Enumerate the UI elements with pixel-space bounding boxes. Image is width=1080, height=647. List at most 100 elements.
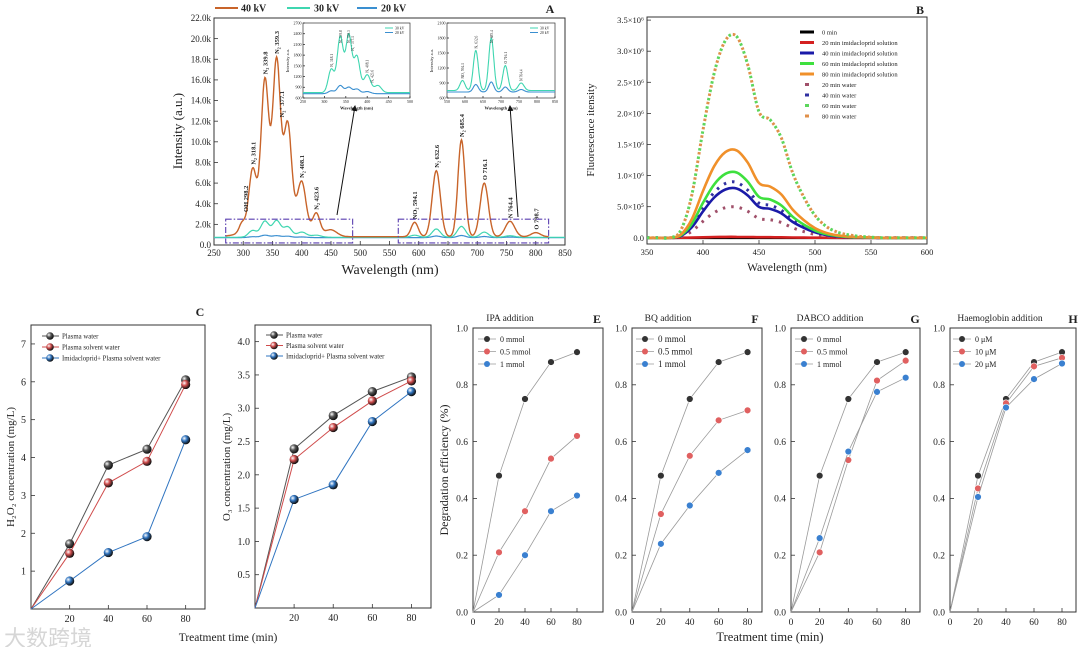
data-point bbox=[686, 452, 694, 460]
x-tick-label: 0 bbox=[630, 618, 635, 628]
legend-marker bbox=[484, 348, 490, 355]
data-point bbox=[547, 454, 555, 463]
y-tick-label: 2.0k bbox=[195, 220, 211, 230]
x-tick-label: 350 bbox=[641, 247, 654, 257]
x-tick-label: 650 bbox=[480, 99, 486, 104]
series-line bbox=[647, 170, 927, 240]
panel-label: G bbox=[910, 312, 919, 326]
series-line bbox=[472, 435, 578, 613]
series-line bbox=[949, 351, 1063, 613]
zoom-box bbox=[397, 218, 550, 244]
y-tick-label: 0.4 bbox=[933, 495, 945, 505]
y-tick-label: 2400 bbox=[294, 31, 302, 36]
panel-label: C bbox=[196, 305, 205, 319]
panel-title: IPA addition bbox=[486, 314, 534, 324]
x-tick-label: 350 bbox=[343, 99, 349, 104]
data-point bbox=[103, 460, 113, 470]
inset-legend-label: 20 kV bbox=[395, 31, 405, 35]
peak-label: O 798.7 bbox=[533, 208, 540, 230]
x-tick-label: 20 bbox=[494, 618, 504, 628]
data-point bbox=[844, 395, 853, 403]
y-tick-label: 0.2 bbox=[456, 552, 468, 562]
x-tick-label: 800 bbox=[534, 99, 540, 104]
y-tick-label: 900 bbox=[440, 80, 446, 85]
panel-e: 0 20 40 60 80 0.0 0.2 0.4 0.6 0.8 1.0 IPA addition E… bbox=[437, 312, 604, 628]
data-point bbox=[1002, 403, 1010, 412]
y-tick-label: 0.0 bbox=[456, 608, 468, 618]
y-tick-label: 1500 bbox=[294, 63, 302, 68]
panel-label: E bbox=[593, 312, 601, 326]
legend-marker bbox=[46, 343, 54, 351]
panel-c: 20 40 60 80 1 2 3 4 5 6 7 H₂O₂ concentration (mg/L)… bbox=[5, 305, 206, 625]
y-tick-label: 0.4 bbox=[774, 495, 786, 505]
data-point bbox=[657, 471, 665, 480]
data-point bbox=[181, 435, 191, 445]
y-tick-label: 4.0 bbox=[238, 337, 251, 348]
y-tick-label: 1800 bbox=[294, 53, 302, 58]
data-point bbox=[328, 480, 338, 490]
y-tick-label: 1.0 bbox=[238, 537, 251, 548]
x-tick-label: 500 bbox=[407, 99, 413, 104]
legend-label: Plasma solvent water bbox=[62, 345, 120, 352]
data-point bbox=[547, 507, 555, 515]
inset-legend-label: 30 kV bbox=[540, 26, 550, 30]
y-tick-label: 0.8 bbox=[456, 381, 468, 391]
x-tick-label: 400 bbox=[697, 247, 710, 257]
x-tick-label: 20 bbox=[815, 618, 825, 628]
x-tick-label: 850 bbox=[552, 99, 558, 104]
x-axis-label: Wavelength (nm) bbox=[747, 262, 827, 274]
data-point bbox=[521, 551, 529, 559]
x-tick-label: 40 bbox=[1001, 618, 1011, 628]
legend-marker bbox=[959, 336, 965, 342]
y-tick-label: 12.0k bbox=[191, 116, 212, 126]
data-point bbox=[657, 510, 665, 518]
y-tick-label: 3.5 bbox=[238, 370, 251, 381]
data-point bbox=[328, 410, 338, 421]
data-point bbox=[495, 591, 503, 599]
data-point bbox=[714, 358, 723, 366]
y-tick-label: 22.0k bbox=[191, 13, 212, 23]
peak-label: N₂ 408.1 bbox=[299, 155, 306, 178]
y-tick-label: 0.0 bbox=[774, 608, 786, 618]
peak-label: NO₂ 594.1 bbox=[412, 191, 419, 219]
inset-series-line bbox=[303, 84, 410, 95]
x-tick-label: 250 bbox=[207, 248, 221, 258]
legend-label: 20 μM bbox=[975, 360, 996, 369]
y-tick-label: 1.0×10⁶ bbox=[617, 171, 644, 181]
data-point bbox=[815, 534, 824, 542]
data-point bbox=[495, 471, 503, 480]
legend-label: 0 min bbox=[822, 29, 838, 36]
series-line bbox=[647, 32, 927, 240]
y-axis-label: O₃ concentration (mg/L) bbox=[221, 413, 233, 522]
x-tick-label: 80 bbox=[901, 618, 911, 628]
data-point bbox=[142, 444, 152, 454]
legend-label: 0 μM bbox=[975, 335, 992, 344]
series-line bbox=[631, 351, 748, 613]
x-axis-label: Treatment time (min) bbox=[179, 632, 278, 644]
x-tick-label: 40 bbox=[520, 618, 530, 628]
legend-label: 20 min water bbox=[822, 82, 857, 89]
legend-label: 60 min water bbox=[822, 103, 857, 110]
x-tick-label: 650 bbox=[441, 248, 455, 258]
inset-peak-label: N₂ 339.8 bbox=[339, 30, 343, 43]
panel-f: 0 20 40 60 80 0.0 0.2 0.4 0.6 0.8 1.0 BQ addition F T… bbox=[615, 312, 823, 644]
panel-d: 20 40 60 80 0.5 1.0 1.5 2.0 2.5 3.0 3.5 4.0 O₃ conce… bbox=[179, 324, 432, 644]
x-tick-label: 60 bbox=[714, 618, 724, 628]
x-tick-label: 20 bbox=[656, 618, 666, 628]
x-tick-label: 40 bbox=[844, 618, 854, 628]
legend-label: 20 min imidacloprid solution bbox=[822, 40, 898, 47]
data-point bbox=[65, 539, 75, 549]
legend-label: 0 mmol bbox=[658, 334, 686, 344]
inset-peak-label: N₂ 632.6 bbox=[474, 35, 478, 48]
data-point bbox=[873, 376, 881, 385]
inset-series-line bbox=[447, 37, 555, 92]
y-tick-label: 0.6 bbox=[456, 438, 468, 448]
panel-h: 0 20 40 60 80 0.0 0.2 0.4 0.6 0.8 1.0 Haemoglobin a… bbox=[933, 312, 1078, 628]
x-tick-label: 80 bbox=[743, 618, 753, 628]
inset-legend-label: 20 kV bbox=[540, 31, 550, 35]
legend-label: 20 kV bbox=[381, 4, 407, 15]
inset-peak-label: N₂⁺ 377.1 bbox=[351, 36, 355, 51]
x-tick-label: 600 bbox=[412, 248, 426, 258]
data-point bbox=[406, 386, 417, 397]
y-tick-label: 1200 bbox=[294, 74, 302, 79]
